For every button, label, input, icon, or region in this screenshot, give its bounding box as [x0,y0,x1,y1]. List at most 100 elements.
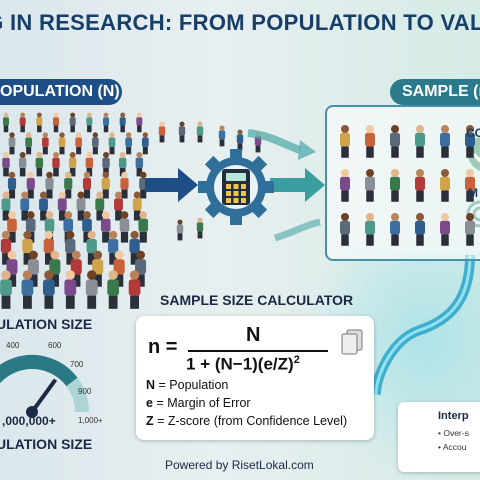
legend-n: N = Population [146,378,229,392]
person-figure [25,132,33,155]
person-figure [440,125,450,158]
formula-numerator: N [246,324,261,346]
sample-pill: SAMPLE (n [390,79,480,105]
person-figure [8,132,16,155]
person-figure [135,250,147,287]
person-figure [86,230,97,265]
person-figure [125,132,133,155]
gauge-hub [26,406,38,418]
gauge-tick: 600 [48,341,62,350]
formula-denominator: 1 + (N−1)(e/Z)2 [186,354,300,374]
person-figure [82,211,92,243]
gauge-tick: 1,000+ [78,416,103,425]
person-figure [41,132,49,155]
person-figure [65,230,76,265]
person-figure [91,132,99,155]
calculator-key [233,191,239,196]
person-figure [35,152,44,177]
legend-e: e = Margin of Error [146,396,251,410]
person-figure [390,169,400,202]
calculator-key [241,198,246,203]
margin-label: M [468,186,478,200]
population-gauge [0,355,89,418]
person-figure [21,270,34,309]
person-figure [0,230,12,265]
person-figure [128,270,141,309]
data-cable [371,254,475,396]
person-figure [158,121,166,143]
gauge-tick: 900 [78,387,92,396]
person-figure [107,230,119,265]
person-figure [340,169,350,202]
flow-arrow-top-head [298,140,316,160]
calculator-title: SAMPLE SIZE CALCULATOR [160,292,354,308]
person-figure [70,250,82,287]
person-figure [113,250,125,287]
person-figure [108,132,116,155]
legend-z: Z = Z-score (from Confidence Level) [146,414,348,428]
person-figure [236,129,244,151]
flow-arrow-bottom [273,218,321,242]
person-figure [2,152,10,177]
person-figure [465,169,475,202]
person-figure [52,152,60,177]
person-figure [178,121,186,143]
person-figure [7,171,17,199]
person-figure [27,250,39,287]
person-figure [119,211,130,243]
population-pill: OPULATION (N) [0,79,122,105]
calculator-key [233,198,239,203]
calculator-key [241,191,246,196]
person-figure [340,125,350,158]
confidence-label: CO [466,126,480,140]
gauge-bottom-label: ULATION SIZE [0,436,93,452]
calculator-key [233,184,239,189]
person-figure [43,230,55,265]
person-figure [365,213,375,246]
person-figure [18,152,27,177]
person-figure [390,125,400,158]
gauge-arc-rest [66,377,89,413]
person-figure [76,191,86,221]
person-figure [365,125,375,158]
interpretation-bullet: • Over-s [438,428,469,438]
person-figure [100,211,111,243]
copy-icon[interactable] [340,328,364,356]
person-figure [135,152,144,177]
person-figure [0,270,12,309]
calculator-key [226,191,231,196]
main-arrow-shaft [145,178,179,192]
person-figure [57,191,67,221]
calculator-key [226,184,231,189]
person-figure [440,169,450,202]
person-figure [415,213,425,246]
page-title: NG IN RESEARCH: FROM POPULATION TO VAL [0,10,480,35]
person-figure [196,217,204,239]
gauge-value: ,000,000+ [2,414,56,428]
flow-arrow-top [247,129,302,154]
person-figure [64,171,73,199]
person-figure [82,171,92,199]
gear-calculator-icon [198,149,274,225]
person-figure [390,213,400,246]
sample-panel [325,105,480,261]
teal-arrow-head [305,168,325,202]
person-figure [20,191,30,221]
gauge-tick: 400 [6,341,20,350]
person-figure [440,213,450,246]
person-figure [3,112,9,133]
main-arrow-head [178,168,198,202]
person-figure [45,171,54,199]
person-figure [138,211,149,243]
interpretation-card: Interp • Over-s • Accou [398,402,480,472]
person-figure [176,219,184,241]
person-figure [69,112,76,133]
person-figure [118,152,127,177]
person-figure [1,191,11,221]
person-figure [129,230,140,265]
calculator-card: n = N 1 + (N−1)(e/Z)2 N = Population e =… [136,316,374,440]
person-figure [103,112,109,133]
person-figure [114,191,123,221]
person-figure [465,125,475,158]
